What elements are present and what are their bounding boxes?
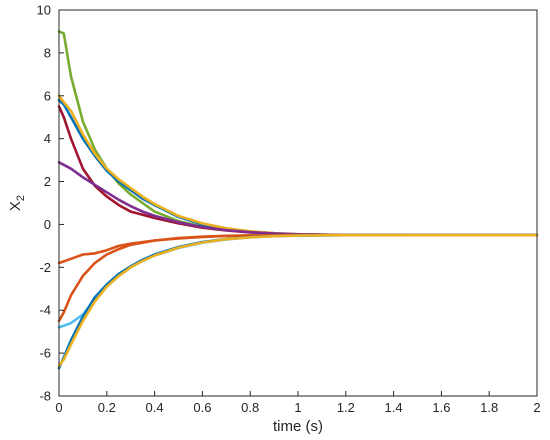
x-tick-label: 1.8 xyxy=(480,400,498,415)
y-tick-label: -2 xyxy=(39,260,51,275)
series-line xyxy=(57,233,539,323)
series-line xyxy=(57,94,539,237)
x-tick-label: 0.8 xyxy=(241,400,259,415)
y-axis: -8 -6 -4 -2 0 2 4 6 8 10 xyxy=(37,3,64,404)
series-line xyxy=(57,105,539,237)
series-line xyxy=(57,30,539,237)
y-tick-label: 2 xyxy=(44,174,51,189)
y-tick-label: 4 xyxy=(44,131,51,146)
x-tick-label: 0.6 xyxy=(193,400,211,415)
series-line xyxy=(57,233,539,265)
y-axis-label: X2 xyxy=(7,195,27,211)
x-tick-label: 2 xyxy=(533,400,540,415)
x-tick-label: 1 xyxy=(294,400,301,415)
x-axis: 0 0.2 0.4 0.6 0.8 1 1.2 1.4 1.6 1.8 2 xyxy=(55,391,541,415)
x-tick-label: 0.2 xyxy=(98,400,116,415)
y-tick-label: 8 xyxy=(44,45,51,60)
y-tick-label: 0 xyxy=(44,217,51,232)
y-tick-label: -6 xyxy=(39,346,51,361)
x-tick-label: 0 xyxy=(55,400,62,415)
series-line xyxy=(57,233,539,370)
plot-area-frame xyxy=(58,9,538,397)
y-tick-label: 10 xyxy=(37,3,51,18)
y-tick-label: 6 xyxy=(44,88,51,103)
series-line xyxy=(57,233,539,368)
y-axis-label-subscript: 2 xyxy=(15,195,27,201)
x-tick-label: 1.6 xyxy=(432,400,450,415)
y-tick-label: -4 xyxy=(39,303,51,318)
series-line xyxy=(57,233,539,329)
x-tick-label: 0.4 xyxy=(146,400,164,415)
series-line xyxy=(57,161,539,237)
x-axis-label: time (s) xyxy=(273,418,323,435)
series-layer xyxy=(57,30,539,370)
x-tick-label: 1.4 xyxy=(385,400,403,415)
y-tick-label: -8 xyxy=(39,389,51,404)
x-tick-label: 1.2 xyxy=(337,400,355,415)
series-line xyxy=(57,98,539,237)
y-axis-label-main: X xyxy=(7,201,24,211)
